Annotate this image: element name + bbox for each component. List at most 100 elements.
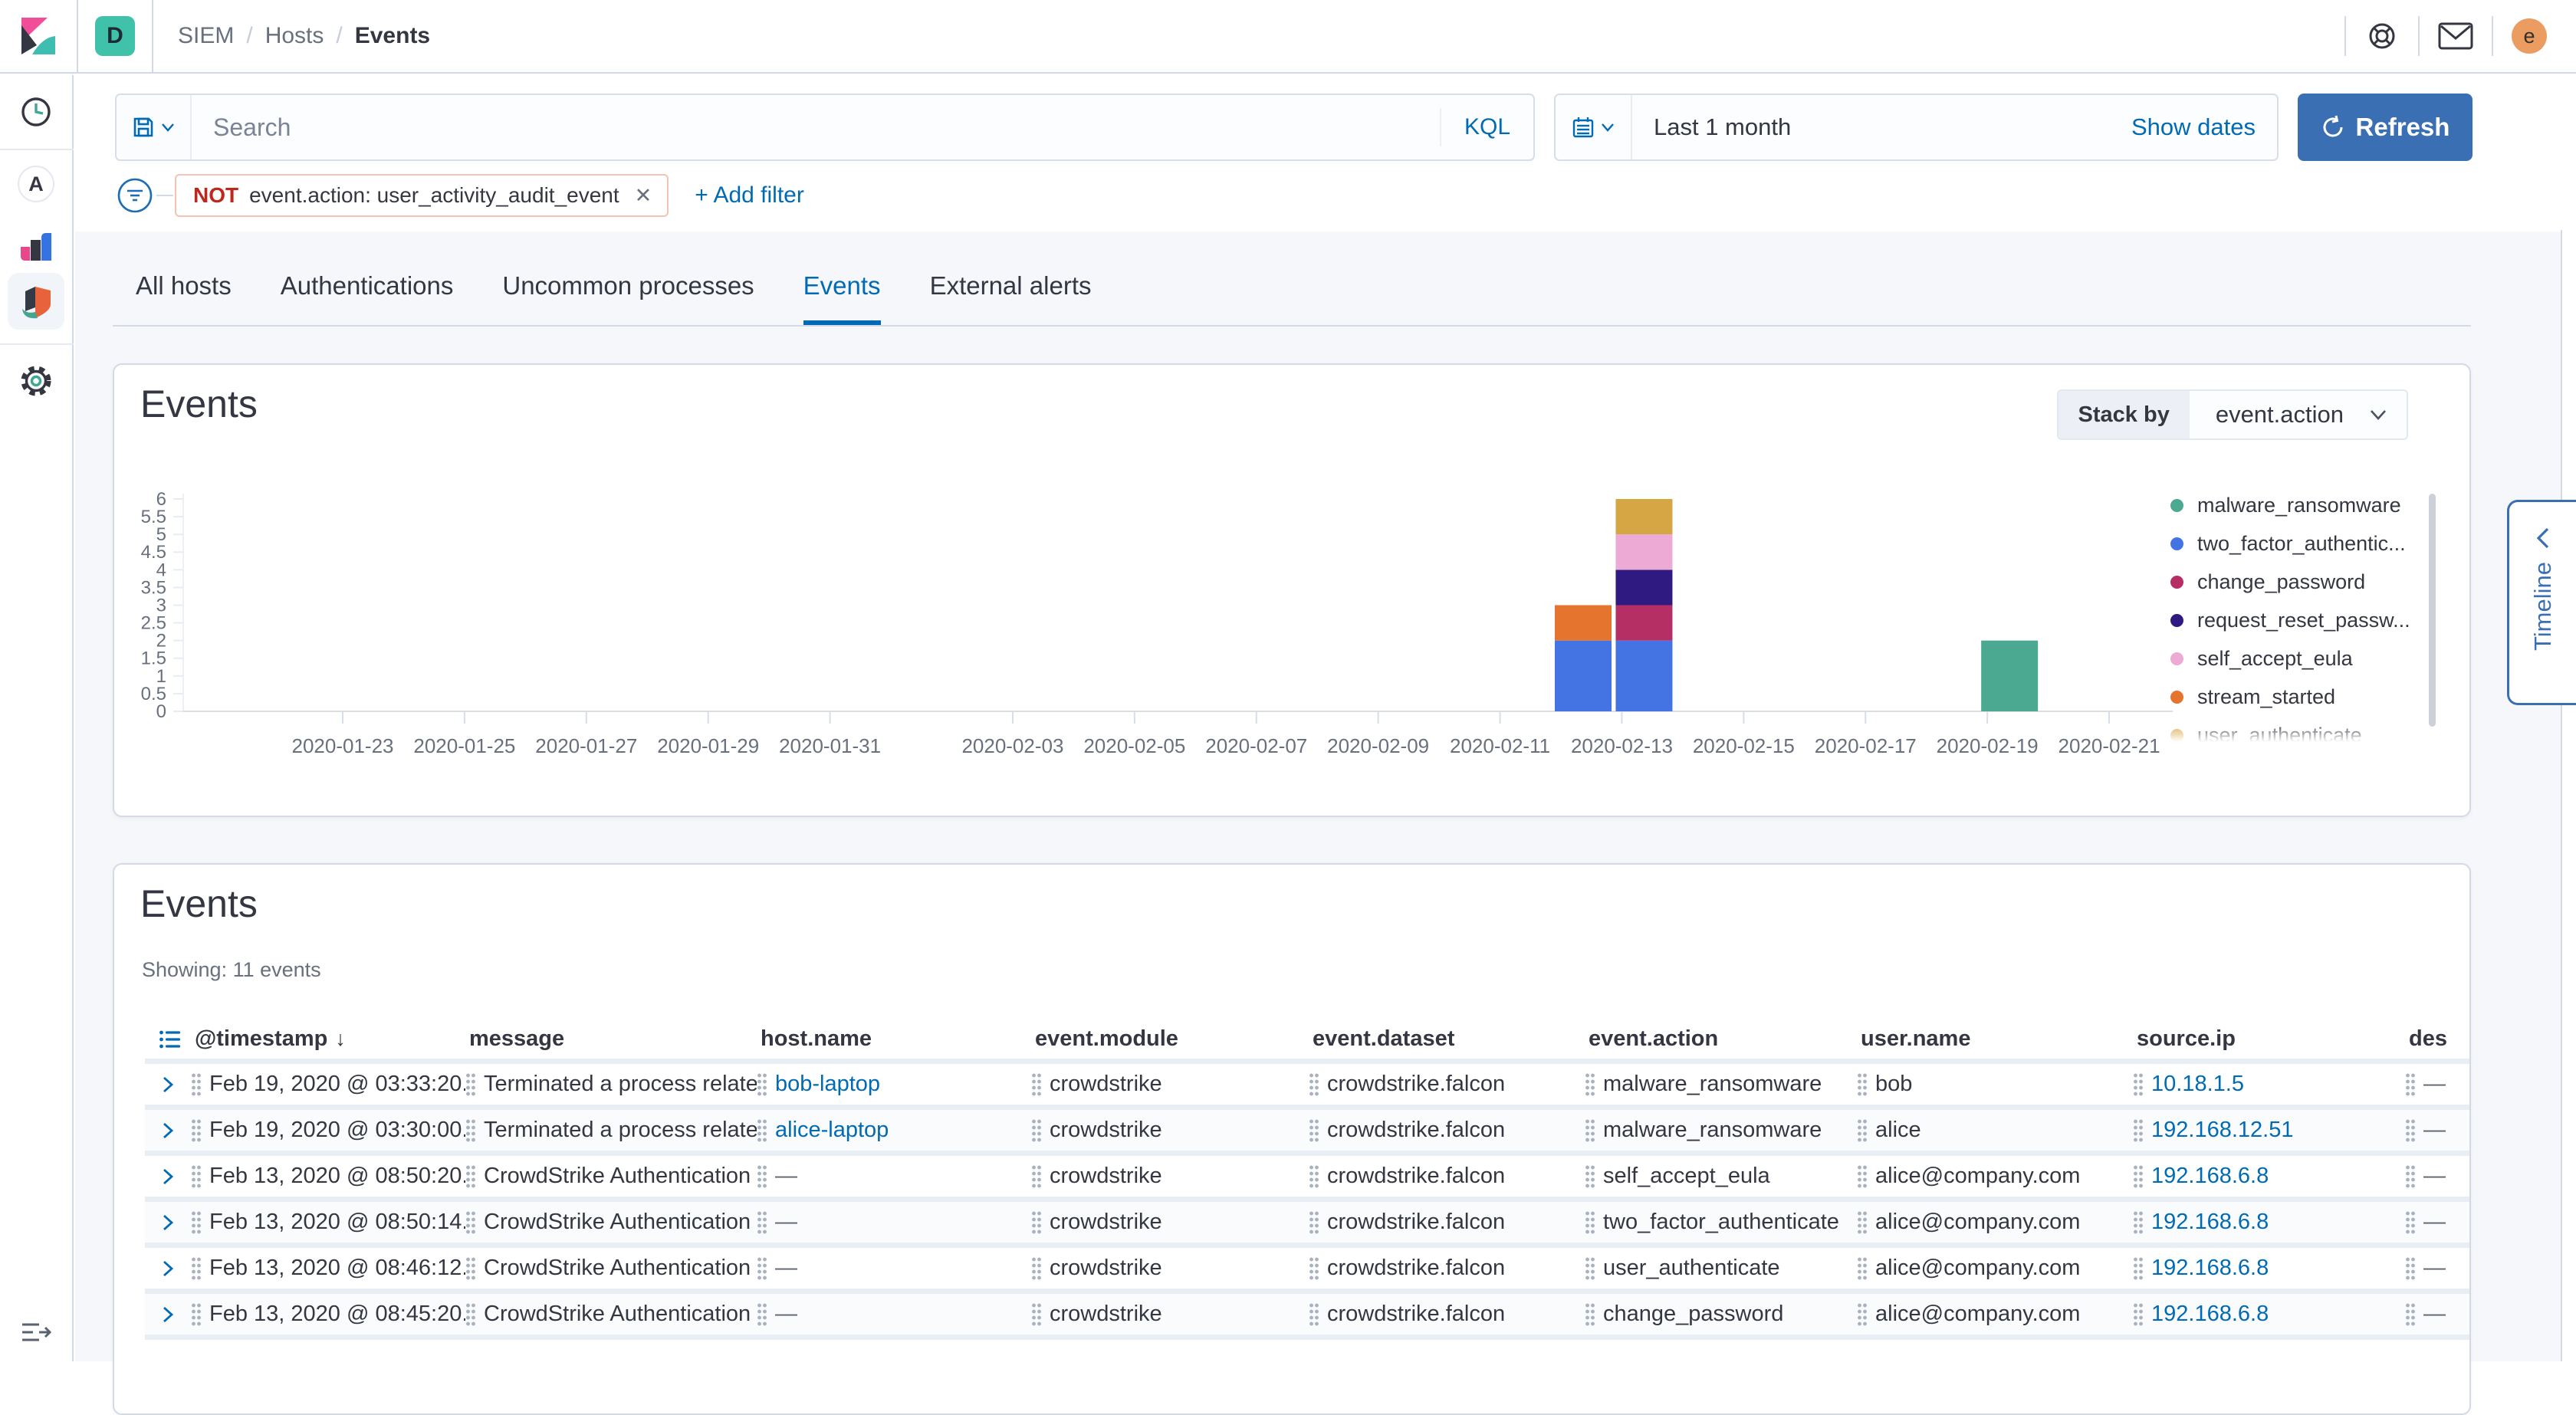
drag-handle-icon[interactable] <box>2133 1210 2144 1235</box>
column-header-message[interactable]: message <box>465 1026 757 1052</box>
drag-handle-icon[interactable] <box>465 1072 476 1097</box>
kibana-logo-icon[interactable] <box>17 13 63 59</box>
drag-handle-icon[interactable] <box>191 1072 202 1097</box>
cell-value[interactable]: 192.168.6.8 <box>2151 1164 2269 1189</box>
drag-handle-icon[interactable] <box>191 1164 202 1189</box>
column-header-user[interactable]: user.name <box>1857 1026 2133 1052</box>
show-dates-button[interactable]: Show dates <box>2131 113 2277 141</box>
expand-row-button[interactable] <box>145 1213 191 1233</box>
expand-row-button[interactable] <box>145 1075 191 1095</box>
drag-handle-icon[interactable] <box>191 1256 202 1281</box>
bar-segment-user_authenticate[interactable] <box>1615 499 1672 534</box>
tab-events[interactable]: Events <box>803 271 881 325</box>
drag-handle-icon[interactable] <box>1031 1256 1042 1281</box>
drag-handle-icon[interactable] <box>2405 1164 2416 1189</box>
column-header-module[interactable]: event.module <box>1031 1026 1309 1052</box>
drag-handle-icon[interactable] <box>2133 1256 2144 1281</box>
drag-handle-icon[interactable] <box>1031 1118 1042 1143</box>
drag-handle-icon[interactable] <box>465 1302 476 1327</box>
column-header-timestamp[interactable]: @timestamp↓ <box>191 1026 465 1052</box>
legend-item-user_authenticate[interactable]: user_authenticate <box>2170 716 2423 742</box>
legend-scrollbar[interactable] <box>2429 494 2436 727</box>
legend-item-request_reset_password[interactable]: request_reset_passw... <box>2170 601 2423 639</box>
drag-handle-icon[interactable] <box>1857 1164 1868 1189</box>
drag-handle-icon[interactable] <box>757 1118 767 1143</box>
legend-item-self_accept_eula[interactable]: self_accept_eula <box>2170 639 2423 678</box>
breadcrumb-item[interactable]: SIEM <box>178 23 234 49</box>
column-header-destination[interactable]: des <box>2405 1026 2469 1052</box>
add-filter-button[interactable]: + Add filter <box>695 182 804 208</box>
column-header-host[interactable]: host.name <box>757 1026 1031 1052</box>
column-header-source_ip[interactable]: source.ip <box>2133 1026 2405 1052</box>
expand-row-button[interactable] <box>145 1121 191 1141</box>
drag-handle-icon[interactable] <box>2133 1072 2144 1097</box>
drag-handle-icon[interactable] <box>2405 1118 2416 1143</box>
newsfeed-button[interactable] <box>2420 0 2492 73</box>
bar-segment-two_factor_authenticate[interactable] <box>1555 641 1612 711</box>
drag-handle-icon[interactable] <box>757 1210 767 1235</box>
drag-handle-icon[interactable] <box>191 1210 202 1235</box>
drag-handle-icon[interactable] <box>1857 1302 1868 1327</box>
date-quick-select-button[interactable] <box>1556 95 1632 159</box>
remove-filter-icon[interactable]: ✕ <box>630 184 652 208</box>
legend-item-change_password[interactable]: change_password <box>2170 563 2423 601</box>
drag-handle-icon[interactable] <box>1857 1072 1868 1097</box>
cell-value[interactable]: 192.168.6.8 <box>2151 1256 2269 1281</box>
drag-handle-icon[interactable] <box>1031 1072 1042 1097</box>
drag-handle-icon[interactable] <box>1585 1118 1595 1143</box>
drag-handle-icon[interactable] <box>465 1164 476 1189</box>
bar-segment-self_accept_eula[interactable] <box>1615 534 1672 570</box>
help-button[interactable] <box>2346 0 2418 73</box>
cell-value[interactable]: 192.168.12.51 <box>2151 1118 2293 1143</box>
legend-item-two_factor_authenticate[interactable]: two_factor_authentic... <box>2170 524 2423 563</box>
filter-options-button[interactable] <box>115 176 155 215</box>
drag-handle-icon[interactable] <box>1585 1210 1595 1235</box>
drag-handle-icon[interactable] <box>465 1256 476 1281</box>
space-badge[interactable]: D <box>95 16 135 56</box>
drag-handle-icon[interactable] <box>1309 1210 1319 1235</box>
tab-all-hosts[interactable]: All hosts <box>136 271 232 325</box>
expand-row-button[interactable] <box>145 1305 191 1325</box>
drag-handle-icon[interactable] <box>1585 1072 1595 1097</box>
sidebar-item-visualize[interactable] <box>16 227 56 267</box>
query-language-button[interactable]: KQL <box>1440 108 1533 146</box>
timeline-toggle-button[interactable]: Timeline <box>2507 500 2576 705</box>
drag-handle-icon[interactable] <box>1309 1302 1319 1327</box>
tab-external-alerts[interactable]: External alerts <box>930 271 1092 325</box>
drag-handle-icon[interactable] <box>1031 1210 1042 1235</box>
drag-handle-icon[interactable] <box>2133 1164 2144 1189</box>
drag-handle-icon[interactable] <box>757 1072 767 1097</box>
bar-segment-request_reset_password[interactable] <box>1615 570 1672 605</box>
filter-pill[interactable]: NOT event.action: user_activity_audit_ev… <box>175 174 669 217</box>
drag-handle-icon[interactable] <box>2405 1302 2416 1327</box>
drag-handle-icon[interactable] <box>757 1164 767 1189</box>
drag-handle-icon[interactable] <box>191 1118 202 1143</box>
column-header-dataset[interactable]: event.dataset <box>1309 1026 1585 1052</box>
drag-handle-icon[interactable] <box>1309 1072 1319 1097</box>
drag-handle-icon[interactable] <box>1857 1210 1868 1235</box>
sidebar-item-siem[interactable] <box>8 273 64 330</box>
recently-viewed-button[interactable] <box>16 92 56 132</box>
avatar[interactable]: e <box>2512 18 2547 54</box>
column-header-action[interactable]: event.action <box>1585 1026 1857 1052</box>
user-menu-button[interactable]: e <box>2493 0 2565 73</box>
drag-handle-icon[interactable] <box>191 1302 202 1327</box>
drag-handle-icon[interactable] <box>1309 1256 1319 1281</box>
drag-handle-icon[interactable] <box>1585 1164 1595 1189</box>
drag-handle-icon[interactable] <box>757 1256 767 1281</box>
drag-handle-icon[interactable] <box>1031 1302 1042 1327</box>
drag-handle-icon[interactable] <box>1857 1256 1868 1281</box>
drag-handle-icon[interactable] <box>1857 1118 1868 1143</box>
bar-segment-malware_ransomware[interactable] <box>1981 641 2038 711</box>
refresh-button[interactable]: Refresh <box>2298 94 2472 161</box>
sidebar-item-management[interactable] <box>15 360 57 402</box>
legend-item-malware_ransomware[interactable]: malware_ransomware <box>2170 486 2423 524</box>
date-range-value[interactable]: Last 1 month <box>1632 113 1791 141</box>
saved-queries-button[interactable] <box>117 95 192 159</box>
bar-segment-stream_started[interactable] <box>1555 605 1612 640</box>
cell-value[interactable]: 10.18.1.5 <box>2151 1072 2244 1097</box>
drag-handle-icon[interactable] <box>2405 1072 2416 1097</box>
drag-handle-icon[interactable] <box>757 1302 767 1327</box>
bar-segment-two_factor_authenticate[interactable] <box>1615 641 1672 711</box>
drag-handle-icon[interactable] <box>1585 1302 1595 1327</box>
